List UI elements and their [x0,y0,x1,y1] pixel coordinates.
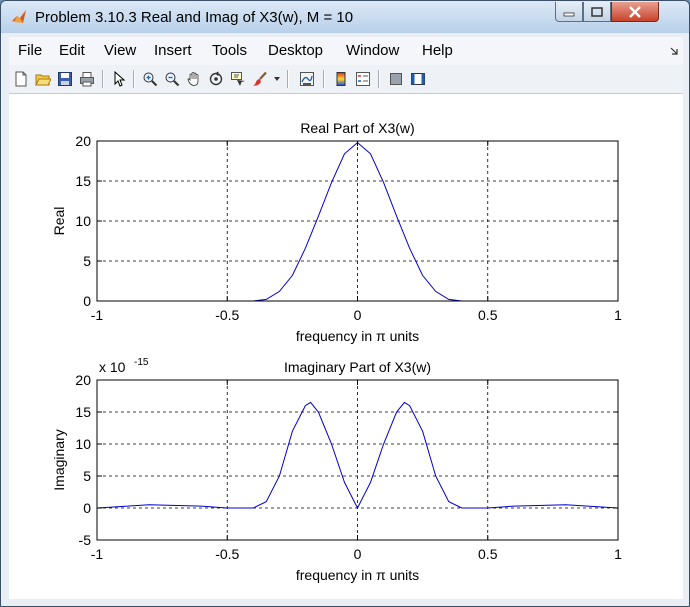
x-tick-label: 0.5 [478,307,498,323]
y-tick-label: 0 [83,293,91,309]
menu-insert[interactable]: Insert [154,42,192,59]
hide-plot-tools-icon[interactable] [386,69,406,89]
series-line [96,401,619,510]
insert-colorbar-icon[interactable] [331,69,351,89]
chart-title: Imaginary Part of X3(w) [284,359,431,375]
open-file-icon[interactable] [33,69,53,89]
select-arrow-icon[interactable] [109,69,129,89]
save-icon[interactable] [55,69,75,89]
menu-window[interactable]: Window [346,42,400,59]
menu-view[interactable]: View [104,42,137,59]
insert-legend-icon[interactable] [353,69,373,89]
title-bar[interactable]: Problem 3.10.3 Real and Imag of X3(w), M… [1,1,689,33]
zoom-in-icon[interactable] [140,69,160,89]
figure-toolbar [9,65,683,94]
brush-dropdown-icon[interactable] [272,69,282,89]
menu-desktop[interactable]: Desktop [268,42,324,59]
matlab-logo-icon [12,10,26,23]
window-title: Problem 3.10.3 Real and Imag of X3(w), M… [35,9,354,26]
x-tick-label: -0.5 [215,307,239,323]
toolbar-separator [133,70,135,88]
toolbar-separator [323,70,325,88]
y-tick-label: 20 [75,372,91,388]
menu-tools[interactable]: Tools [212,42,248,59]
x-tick-label: 0 [354,546,362,562]
print-icon[interactable] [77,69,97,89]
y-exponent-power: -15 [134,357,149,368]
x-tick-label: -1 [91,307,104,323]
toolbar-separator [102,70,104,88]
close-icon [629,5,641,18]
figure-canvas: -1 -0.5 0 0.5 1 0 5 10 15 20 Real Part of X3(w) fre… [9,94,683,599]
y-tick-label: 0 [83,500,91,516]
minimize-button[interactable] [555,2,583,22]
x-axis-label: frequency in π units [296,328,419,344]
menu-edit[interactable]: Edit [59,42,85,59]
y-tick-label: 10 [75,436,91,452]
y-tick-label: 15 [75,173,91,189]
menu-bar: File Edit View Insert Tools Desktop Wind… [9,37,683,66]
new-figure-icon[interactable] [11,69,31,89]
x-tick-label: 1 [614,546,622,562]
y-tick-label: 20 [75,133,91,149]
maximize-icon [591,6,603,17]
y-axis-label: Imaginary [51,429,67,490]
x-tick-label: -1 [91,546,104,562]
menu-help[interactable]: Help [422,42,453,59]
x-tick-label: 0 [354,307,362,323]
y-tick-label: 15 [75,404,91,420]
x-axis-label: frequency in π units [296,567,419,583]
toolbar-separator [287,70,289,88]
minimize-icon [563,12,575,16]
x-tick-label: -0.5 [215,546,239,562]
brush-icon[interactable] [250,69,270,89]
y-tick-label: 10 [75,213,91,229]
x-tick-label: 0.5 [478,546,498,562]
maximize-button[interactable] [583,2,611,22]
zoom-out-icon[interactable] [162,69,182,89]
menu-dock-arrow-icon[interactable] [669,46,679,56]
y-tick-label: 5 [83,468,91,484]
show-plot-tools-icon[interactable] [408,69,428,89]
menu-file[interactable]: File [18,42,43,59]
close-button[interactable] [611,2,659,22]
y-tick-label: -5 [79,532,92,548]
y-tick-label: 5 [83,253,91,269]
chart-title: Real Part of X3(w) [300,120,414,136]
rotate-3d-icon[interactable] [206,69,226,89]
link-plot-icon[interactable] [297,69,317,89]
y-exponent-label: x 10 [99,359,126,375]
toolbar-separator [378,70,380,88]
y-axis-label: Real [51,207,67,236]
data-cursor-icon[interactable] [228,69,248,89]
pan-hand-icon[interactable] [184,69,204,89]
x-tick-label: 1 [614,307,622,323]
